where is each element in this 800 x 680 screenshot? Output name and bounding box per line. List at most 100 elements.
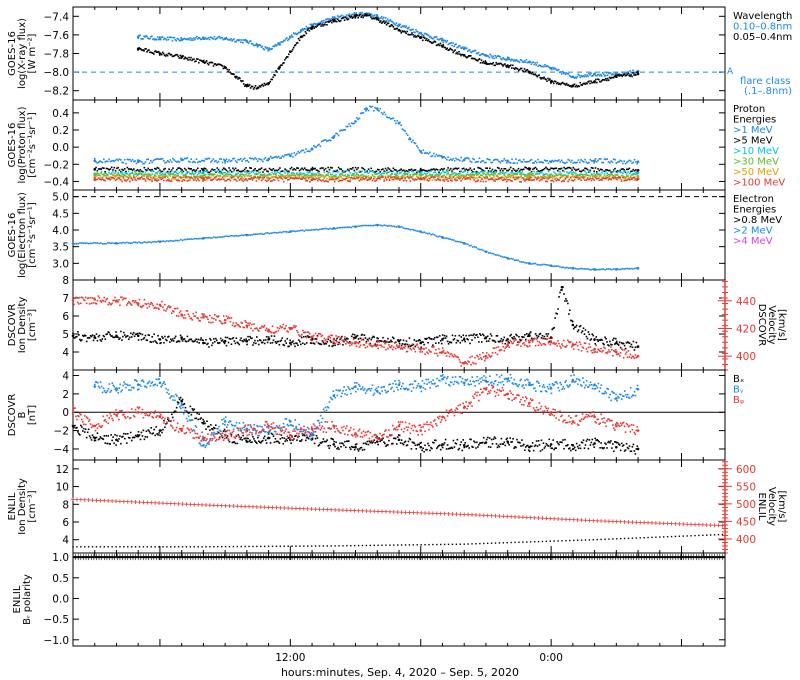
data-point bbox=[91, 334, 94, 336]
data-point bbox=[154, 50, 156, 53]
data-point bbox=[410, 176, 413, 179]
data-point bbox=[212, 178, 215, 180]
data-point bbox=[139, 171, 142, 173]
data-point bbox=[378, 110, 380, 112]
data-point bbox=[344, 170, 346, 173]
data-point bbox=[554, 67, 556, 69]
data-anchor-point bbox=[115, 242, 118, 245]
data-point bbox=[315, 177, 318, 180]
data-point bbox=[612, 76, 615, 79]
data-point bbox=[430, 233, 432, 236]
data-point bbox=[376, 178, 379, 180]
data-point bbox=[598, 175, 601, 177]
data-point bbox=[575, 77, 578, 79]
data-point bbox=[469, 51, 472, 53]
data-point bbox=[101, 167, 104, 169]
data-point bbox=[421, 152, 423, 154]
data-point bbox=[526, 68, 529, 71]
data-point bbox=[179, 238, 182, 241]
data-point bbox=[403, 24, 406, 27]
y-axis-title-line: [nT] bbox=[27, 405, 38, 425]
data-point bbox=[294, 230, 297, 233]
data-point bbox=[221, 172, 224, 175]
data-point bbox=[145, 339, 148, 341]
data-point bbox=[286, 56, 288, 58]
data-point bbox=[203, 179, 206, 181]
data-point bbox=[477, 173, 479, 176]
data-point bbox=[469, 178, 472, 181]
data-point bbox=[294, 154, 297, 157]
data-point bbox=[318, 178, 320, 181]
data-point bbox=[380, 168, 383, 171]
data-point bbox=[631, 75, 633, 78]
data-point bbox=[323, 180, 326, 183]
data-point bbox=[519, 67, 522, 70]
data-point bbox=[542, 173, 545, 175]
data-point bbox=[545, 65, 547, 68]
data-point bbox=[588, 170, 590, 173]
data-point bbox=[101, 243, 104, 245]
data-point bbox=[169, 36, 172, 39]
data-point bbox=[178, 167, 181, 169]
data-point bbox=[315, 228, 318, 231]
data-point bbox=[197, 338, 199, 341]
data-point bbox=[617, 74, 620, 76]
data-point bbox=[358, 14, 361, 17]
data-point bbox=[498, 160, 500, 163]
data-point bbox=[339, 130, 341, 132]
legend-entry: Bᵩ bbox=[733, 395, 744, 406]
data-point bbox=[352, 225, 354, 228]
data-point bbox=[354, 17, 357, 19]
data-point bbox=[155, 38, 158, 41]
data-point bbox=[226, 336, 229, 339]
data-point bbox=[629, 178, 632, 181]
data-point bbox=[178, 161, 181, 163]
data-point bbox=[555, 68, 557, 70]
data-point bbox=[516, 162, 519, 164]
data-anchor-point bbox=[636, 267, 640, 270]
data-point bbox=[491, 63, 494, 65]
data-point bbox=[346, 337, 348, 340]
series-group-electron bbox=[71, 223, 640, 271]
data-point bbox=[159, 177, 161, 179]
data-point bbox=[422, 36, 425, 39]
data-point bbox=[529, 176, 532, 179]
data-point bbox=[522, 173, 525, 176]
data-point bbox=[416, 175, 418, 178]
data-point bbox=[581, 267, 584, 270]
data-point bbox=[516, 173, 519, 176]
data-point bbox=[489, 175, 491, 177]
data-point bbox=[476, 180, 478, 183]
data-point bbox=[189, 177, 191, 179]
data-point bbox=[374, 343, 377, 346]
data-point bbox=[560, 176, 563, 178]
data-point bbox=[249, 87, 252, 89]
data-point bbox=[187, 179, 190, 182]
data-point bbox=[512, 162, 515, 164]
data-point bbox=[606, 158, 609, 160]
data-point bbox=[100, 178, 103, 181]
data-point bbox=[376, 337, 378, 339]
data-point bbox=[302, 175, 305, 177]
data-point bbox=[425, 37, 428, 40]
data-point bbox=[214, 236, 217, 239]
data-point bbox=[357, 15, 360, 17]
data-point bbox=[174, 176, 177, 179]
data-point bbox=[155, 241, 158, 243]
data-point bbox=[391, 170, 393, 173]
data-point bbox=[290, 152, 293, 155]
data-point bbox=[306, 171, 309, 173]
data-point bbox=[297, 167, 299, 169]
data-point bbox=[352, 174, 354, 176]
data-point bbox=[336, 169, 339, 172]
data-point bbox=[430, 170, 432, 172]
data-point bbox=[485, 174, 487, 176]
data-point bbox=[416, 230, 419, 232]
data-point bbox=[526, 176, 529, 179]
data-point bbox=[263, 48, 266, 51]
data-point bbox=[543, 159, 546, 161]
data-point bbox=[189, 37, 191, 39]
data-point bbox=[515, 67, 518, 70]
data-point bbox=[362, 174, 365, 177]
data-point bbox=[397, 25, 400, 28]
